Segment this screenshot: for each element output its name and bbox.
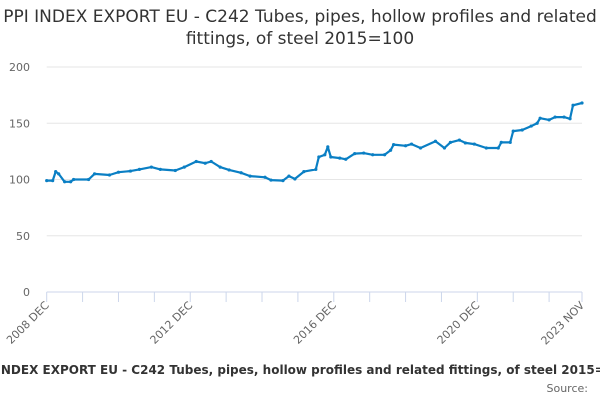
data-point xyxy=(57,172,61,176)
data-point xyxy=(149,165,153,169)
data-point xyxy=(520,128,524,132)
data-point xyxy=(448,140,453,144)
data-point xyxy=(568,117,572,121)
data-point xyxy=(418,146,423,150)
data-point xyxy=(433,139,438,143)
data-point xyxy=(293,177,297,181)
data-point xyxy=(116,170,121,174)
data-point xyxy=(45,179,49,183)
data-point xyxy=(227,168,231,172)
data-point xyxy=(391,143,396,147)
y-axis: 0 50 100 150 200 xyxy=(9,61,30,299)
data-point xyxy=(158,167,162,171)
x-tick-label: 2016 DEC xyxy=(291,299,339,347)
gridlines xyxy=(46,66,582,237)
data-point xyxy=(463,141,467,145)
data-point xyxy=(281,179,285,183)
source-label: Source: xyxy=(546,382,589,395)
x-tick-label: 2020 DEC xyxy=(435,299,483,347)
data-point xyxy=(72,177,76,182)
data-point xyxy=(538,116,542,120)
data-point xyxy=(389,148,393,152)
data-point xyxy=(269,178,273,182)
data-point xyxy=(51,179,55,183)
data-point xyxy=(137,167,142,171)
data-point xyxy=(535,121,539,125)
data-point xyxy=(239,171,243,175)
data-point xyxy=(553,115,557,119)
data-point xyxy=(547,118,551,122)
data-point xyxy=(248,174,252,178)
data-point xyxy=(107,173,112,177)
data-point xyxy=(344,157,348,161)
chart-title: PPI INDEX EXPORT EU - C242 Tubes, pipes,… xyxy=(3,7,597,49)
data-point xyxy=(571,103,575,107)
y-tick-label: 200 xyxy=(9,61,30,74)
data-point xyxy=(529,124,533,128)
x-tick-label: 2008 DEC xyxy=(4,299,52,347)
chart-caption: PPI INDEX EXPORT EU - C242 Tubes, pipes,… xyxy=(0,363,600,377)
data-point xyxy=(338,156,342,160)
data-point xyxy=(580,101,584,105)
y-tick-label: 100 xyxy=(9,174,30,187)
y-tick-label: 0 xyxy=(23,286,30,299)
data-point xyxy=(326,145,330,149)
y-tick-label: 150 xyxy=(9,117,30,130)
data-point xyxy=(203,161,207,165)
data-point xyxy=(472,142,476,146)
data-point xyxy=(86,177,91,182)
series xyxy=(45,101,584,184)
data-point xyxy=(371,153,375,157)
data-point xyxy=(317,155,321,159)
data-point xyxy=(128,169,133,173)
data-point xyxy=(323,153,327,157)
data-point xyxy=(383,153,387,157)
data-point xyxy=(54,170,58,174)
data-point xyxy=(353,152,357,156)
data-point xyxy=(409,142,414,146)
data-point xyxy=(496,146,500,150)
data-point xyxy=(69,180,73,184)
data-point xyxy=(362,151,366,155)
data-point xyxy=(499,140,503,144)
data-point xyxy=(263,175,267,179)
data-point xyxy=(302,170,306,174)
data-point xyxy=(218,165,222,169)
data-point xyxy=(511,129,515,133)
data-point xyxy=(194,159,198,164)
data-point xyxy=(182,165,186,169)
data-point xyxy=(457,138,461,142)
x-tick-label: 2023 NOV xyxy=(539,299,588,348)
data-point xyxy=(442,146,447,150)
data-point xyxy=(403,144,408,148)
data-point xyxy=(63,180,67,184)
x-tick-label: 2012 DEC xyxy=(148,299,196,347)
y-tick-label: 50 xyxy=(16,230,30,243)
data-point xyxy=(287,174,291,178)
data-point xyxy=(508,140,512,144)
data-point xyxy=(173,168,177,173)
data-point xyxy=(484,146,488,150)
data-point xyxy=(92,172,97,176)
data-point xyxy=(562,115,566,119)
data-point xyxy=(329,155,333,159)
x-axis: 2008 DEC 2012 DEC 2016 DEC 2020 DEC 2023 NOV xyxy=(4,291,588,348)
data-point xyxy=(314,167,318,171)
data-point xyxy=(209,159,213,164)
